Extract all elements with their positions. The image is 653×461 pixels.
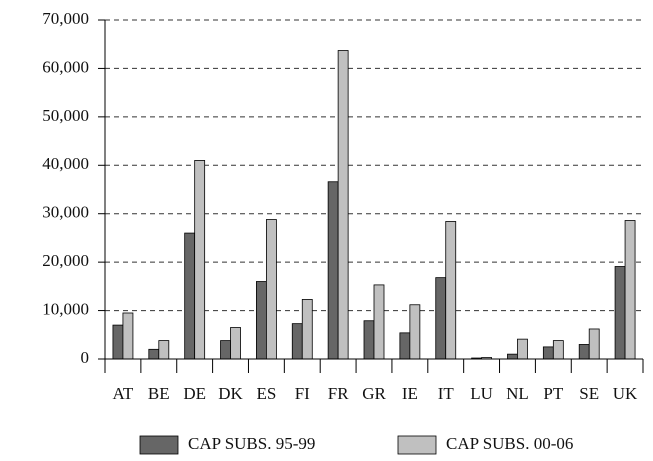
x-tick-label: DE xyxy=(183,384,206,403)
x-tick-label: UK xyxy=(613,384,638,403)
x-tick-label: FI xyxy=(295,384,310,403)
bar xyxy=(220,340,231,360)
legend-swatch xyxy=(139,435,179,455)
x-tick-label: IT xyxy=(438,384,455,403)
bar xyxy=(578,344,590,360)
bar xyxy=(399,332,411,360)
bar xyxy=(327,181,339,360)
x-tick-label: ES xyxy=(256,384,276,403)
y-tick-label: 40,000 xyxy=(42,154,89,173)
y-tick-label: 50,000 xyxy=(42,106,89,125)
y-tick-label: 30,000 xyxy=(42,203,89,222)
bar xyxy=(255,281,267,360)
y-tick-label: 70,000 xyxy=(42,9,89,28)
bar xyxy=(614,266,626,360)
bar xyxy=(507,353,518,360)
x-tick-label: PT xyxy=(543,384,563,403)
x-tick-label: NL xyxy=(506,384,529,403)
x-tick-label: AT xyxy=(113,384,134,403)
x-tick-label: BE xyxy=(148,384,170,403)
bar xyxy=(158,340,170,360)
y-tick-label: 20,000 xyxy=(42,251,89,270)
bar xyxy=(373,284,385,360)
bar xyxy=(184,232,196,360)
bar xyxy=(337,50,349,360)
bar xyxy=(588,328,600,360)
bar xyxy=(409,304,421,360)
bar xyxy=(363,320,375,360)
bar xyxy=(265,219,277,360)
bar xyxy=(230,327,241,360)
bar xyxy=(435,277,447,360)
legend-swatch xyxy=(397,435,437,455)
bar xyxy=(542,346,554,360)
bar xyxy=(517,338,528,360)
x-tick-label: IE xyxy=(402,384,418,403)
x-tick-label: DK xyxy=(218,384,243,403)
legend-label: CAP SUBS. 00-06 xyxy=(446,434,573,453)
bar xyxy=(624,220,636,360)
bar xyxy=(194,160,206,360)
bar xyxy=(148,348,160,360)
bar xyxy=(301,299,313,360)
x-tick-label: GR xyxy=(362,384,386,403)
x-tick-label: FR xyxy=(328,384,349,403)
bar xyxy=(552,340,564,360)
x-tick-label: SE xyxy=(579,384,599,403)
bar xyxy=(112,324,124,360)
legend-label: CAP SUBS. 95-99 xyxy=(188,434,315,453)
x-tick-label: LU xyxy=(470,384,493,403)
y-tick-label: 0 xyxy=(81,348,90,367)
y-tick-label: 10,000 xyxy=(42,299,89,318)
y-tick-label: 60,000 xyxy=(42,57,89,76)
bar xyxy=(291,323,303,360)
bar xyxy=(122,312,134,360)
bar xyxy=(445,221,457,360)
